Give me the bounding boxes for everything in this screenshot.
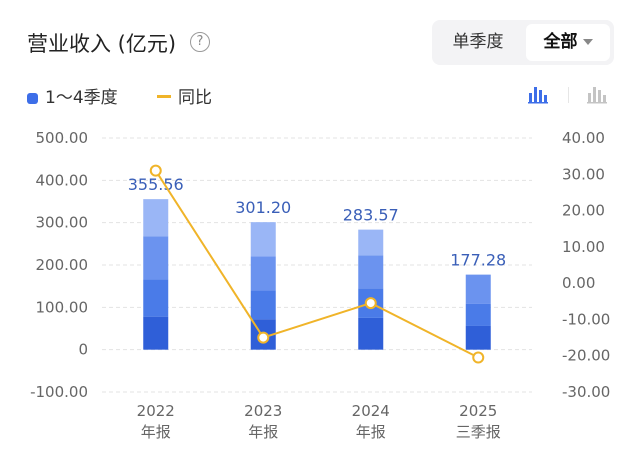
tab-all-label: 全部 xyxy=(543,32,578,52)
bar-segment xyxy=(250,290,276,320)
toolbar-divider xyxy=(568,87,569,103)
y-left-tick-label: 100.00 xyxy=(36,298,89,316)
bar-total-label: 301.20 xyxy=(235,198,291,217)
bar-segment xyxy=(465,274,491,304)
y-left-tick-label: 500.00 xyxy=(36,129,89,147)
x-tick-label: 2022 xyxy=(137,402,175,420)
y-right-tick-label: -20.00 xyxy=(562,347,610,365)
legend-item-yoy[interactable]: 同比 xyxy=(157,83,212,108)
yoy-point xyxy=(149,164,162,177)
yoy-line xyxy=(154,170,479,359)
x-tick-sublabel: 年报 xyxy=(248,423,278,441)
legend-swatch-bars xyxy=(27,93,38,104)
legend-item-quarters[interactable]: 1～4季度 xyxy=(27,83,118,108)
bar-segment xyxy=(465,303,491,326)
x-tick-label: 2024 xyxy=(352,402,390,420)
bar-segment xyxy=(143,199,169,237)
bar-segment xyxy=(250,256,276,291)
y-left-tick-label: 0 xyxy=(78,341,88,359)
legend-swatch-line xyxy=(157,95,172,98)
bar-segment xyxy=(143,279,169,317)
bar-segment xyxy=(143,316,169,350)
y-left-tick-label: -100.00 xyxy=(30,383,88,401)
bar-segment xyxy=(358,317,384,350)
help-icon[interactable]: ? xyxy=(190,32,210,52)
stacked-chart-icon[interactable] xyxy=(586,84,608,104)
chart-title: 营业收入 (亿元) xyxy=(27,32,177,56)
x-tick-label: 2025 xyxy=(459,402,497,420)
bar-segment xyxy=(358,255,384,289)
bar-total-label: 283.57 xyxy=(343,206,399,225)
period-segmented-control: 单季度 全部 xyxy=(432,20,614,65)
y-right-tick-label: 10.00 xyxy=(562,238,605,256)
bar-segment xyxy=(465,325,491,350)
tab-quarterly-label: 单季度 xyxy=(452,32,504,52)
bar-total-label: 355.56 xyxy=(128,175,184,194)
y-right-tick-label: 0.00 xyxy=(562,274,595,292)
x-tick-sublabel: 年报 xyxy=(356,423,386,441)
bar-chart-icon[interactable] xyxy=(527,84,549,104)
caret-down-icon xyxy=(582,39,593,45)
x-tick-sublabel: 三季报 xyxy=(456,423,501,441)
y-left-tick-label: 200.00 xyxy=(36,256,89,274)
y-left-tick-label: 300.00 xyxy=(36,214,89,232)
chart-legend: 1～4季度 同比 xyxy=(27,83,246,108)
legend-label-quarters: 1～4季度 xyxy=(45,88,118,108)
y-right-tick-label: -30.00 xyxy=(562,383,610,401)
y-right-tick-label: -10.00 xyxy=(562,310,610,328)
yoy-point xyxy=(257,331,270,344)
help-glyph: ? xyxy=(196,34,204,49)
tab-quarterly[interactable]: 单季度 xyxy=(432,20,524,65)
y-right-tick-label: 20.00 xyxy=(562,202,605,220)
y-right-tick-label: 40.00 xyxy=(562,129,605,147)
tab-all-dropdown[interactable]: 全部 xyxy=(526,24,610,61)
legend-label-yoy: 同比 xyxy=(178,88,213,108)
x-tick-label: 2023 xyxy=(244,402,282,420)
bar-segment xyxy=(358,229,384,256)
bar-segment xyxy=(143,236,169,280)
yoy-point xyxy=(472,351,485,364)
bar-segment xyxy=(250,222,276,257)
yoy-point xyxy=(364,297,377,310)
y-right-tick-label: 30.00 xyxy=(562,165,605,183)
y-left-tick-label: 400.00 xyxy=(36,171,89,189)
bar-total-label: 177.28 xyxy=(450,251,506,270)
x-tick-sublabel: 年报 xyxy=(141,423,171,441)
